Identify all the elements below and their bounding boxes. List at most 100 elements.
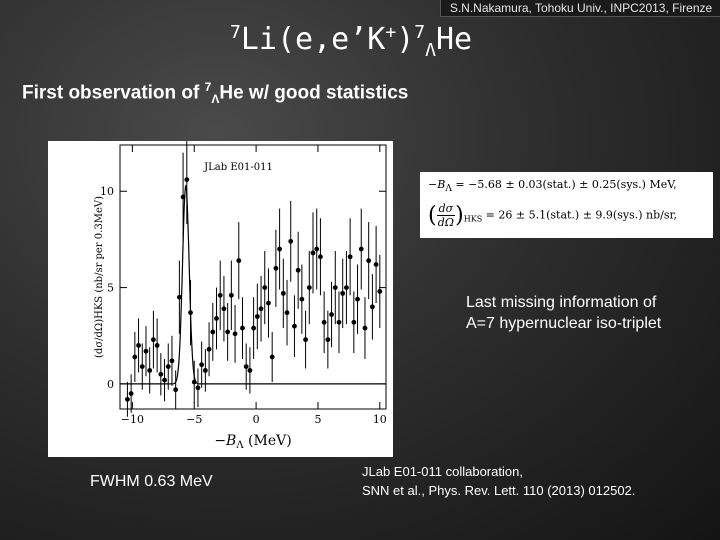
- x-tick-label: −5: [186, 413, 202, 426]
- data-point: [158, 371, 164, 377]
- info-text: Last missing information of A=7 hypernuc…: [466, 292, 661, 334]
- data-point: [125, 396, 130, 402]
- eq2-close-paren: ): [455, 203, 464, 228]
- data-point: [369, 304, 375, 310]
- y-tick-label: 5: [107, 282, 114, 295]
- data-point: [292, 323, 297, 329]
- data-point: [173, 387, 179, 393]
- title-hyper-mass: 7: [414, 22, 426, 43]
- data-point: [232, 331, 238, 337]
- data-point: [136, 343, 141, 348]
- data-point: [325, 337, 331, 343]
- data-point: [228, 292, 234, 298]
- x-tick-label: 5: [314, 413, 321, 426]
- eq1-lhs: −B: [428, 178, 446, 191]
- citation-line-2: SNN et al., Phys. Rev. Lett. 110 (2013) …: [362, 483, 636, 498]
- cross-section-equation: (dσ dΩ)HKS = 26 ± 5.1(stat.) ± 9.9(sys.) …: [428, 202, 677, 229]
- title-mass-number: 7: [230, 22, 241, 43]
- data-point: [258, 306, 264, 312]
- citation-line-1: JLab E01-011 collaboration,: [362, 464, 523, 479]
- data-point: [280, 290, 286, 296]
- data-point: [240, 325, 245, 331]
- data-point: [247, 368, 253, 373]
- data-point: [128, 391, 134, 396]
- x-tick-label: −10: [121, 413, 144, 426]
- y-tick-label: 0: [107, 378, 114, 391]
- eq1-rhs: = −5.68 ± 0.03(stat.) ± 0.25(sys.) MeV,: [451, 178, 677, 191]
- info-line-1: Last missing information of: [466, 294, 657, 311]
- subtitle-lambda: Λ: [211, 92, 220, 107]
- data-point: [169, 358, 175, 364]
- subtitle-pre: First observation of: [22, 82, 205, 104]
- data-point: [162, 377, 167, 383]
- x-axis-label: −BΛ (MeV): [214, 433, 291, 451]
- data-point: [202, 368, 208, 373]
- eq2-sub: HKS: [463, 214, 483, 224]
- data-point: [236, 258, 242, 264]
- data-point: [165, 364, 171, 370]
- data-point: [221, 306, 227, 312]
- data-point: [373, 262, 379, 267]
- plot-frame: [119, 144, 387, 410]
- data-point: [154, 343, 160, 348]
- eq2-fraction: dσ dΩ: [436, 202, 456, 229]
- data-point: [332, 285, 338, 290]
- data-point: [347, 254, 353, 260]
- title-kaon-charge: +: [385, 22, 397, 43]
- data-point: [377, 289, 383, 294]
- data-point: [206, 346, 212, 352]
- data-point: [217, 292, 223, 298]
- data-point: [254, 314, 260, 319]
- data-point: [139, 364, 145, 370]
- fit-curve: [120, 184, 386, 385]
- title-reaction: Li(e,e’K: [240, 22, 386, 57]
- eq1-lhs-sub: Λ: [445, 183, 452, 195]
- data-point: [273, 265, 279, 271]
- data-point: [310, 250, 316, 256]
- data-point: [180, 194, 186, 200]
- data-point: [355, 296, 360, 302]
- data-point: [303, 337, 308, 343]
- fwhm-label: FWHM 0.63 MeV: [90, 473, 213, 490]
- citation: JLab E01-011 collaboration, SNN et al., …: [362, 462, 635, 500]
- data-point: [358, 246, 364, 252]
- x-tick-label: 0: [253, 413, 260, 426]
- data-point: [318, 254, 323, 260]
- x-tick-label: 10: [373, 413, 387, 426]
- data-point: [176, 294, 182, 300]
- title-nucleus: He: [435, 22, 473, 57]
- title-lambda: Λ: [425, 40, 436, 61]
- eq2-rhs: = 26 ± 5.1(stat.) ± 9.9(sys.) nb/sr,: [482, 208, 678, 222]
- data-point: [277, 246, 282, 252]
- slide-subtitle: First observation of 7ΛHe w/ good statis…: [22, 80, 408, 106]
- data-point: [147, 368, 153, 373]
- data-point: [243, 364, 249, 370]
- eq2-numerator: dσ: [436, 202, 456, 216]
- y-axis-label: (dσ/dΩ)HKS (nb/sr per 0.3MeV): [94, 196, 105, 358]
- subtitle-mass: 7: [204, 80, 212, 94]
- data-point: [288, 238, 294, 244]
- binding-energy-equation: −BΛ = −5.68 ± 0.03(stat.) ± 0.25(sys.) M…: [428, 178, 677, 194]
- data-point: [132, 354, 138, 360]
- data-point: [321, 319, 327, 325]
- data-point: [362, 325, 368, 331]
- data-point: [195, 385, 201, 391]
- data-point: [199, 362, 205, 368]
- data-point: [295, 267, 301, 273]
- eq2-open-paren: (: [428, 203, 437, 228]
- data-point: [251, 325, 257, 331]
- data-point: [306, 285, 312, 290]
- spectrum-figure: −10 −5 0 5 10 0 5 10 −BΛ (MeV) (dσ/dΩ)HKS (nb/sr …: [48, 135, 393, 457]
- data-point: [351, 319, 357, 325]
- data-point: [340, 290, 346, 296]
- data-point: [225, 329, 231, 335]
- data-point: [299, 296, 305, 302]
- data-point: [214, 316, 219, 321]
- slide-title: 7Li(e,e’K+)7ΛHe: [230, 22, 472, 61]
- data-point: [329, 312, 334, 317]
- data-point: [143, 348, 149, 354]
- data-point: [188, 310, 193, 316]
- data-point: [269, 354, 275, 360]
- data-point: [336, 319, 342, 325]
- data-point: [191, 379, 197, 385]
